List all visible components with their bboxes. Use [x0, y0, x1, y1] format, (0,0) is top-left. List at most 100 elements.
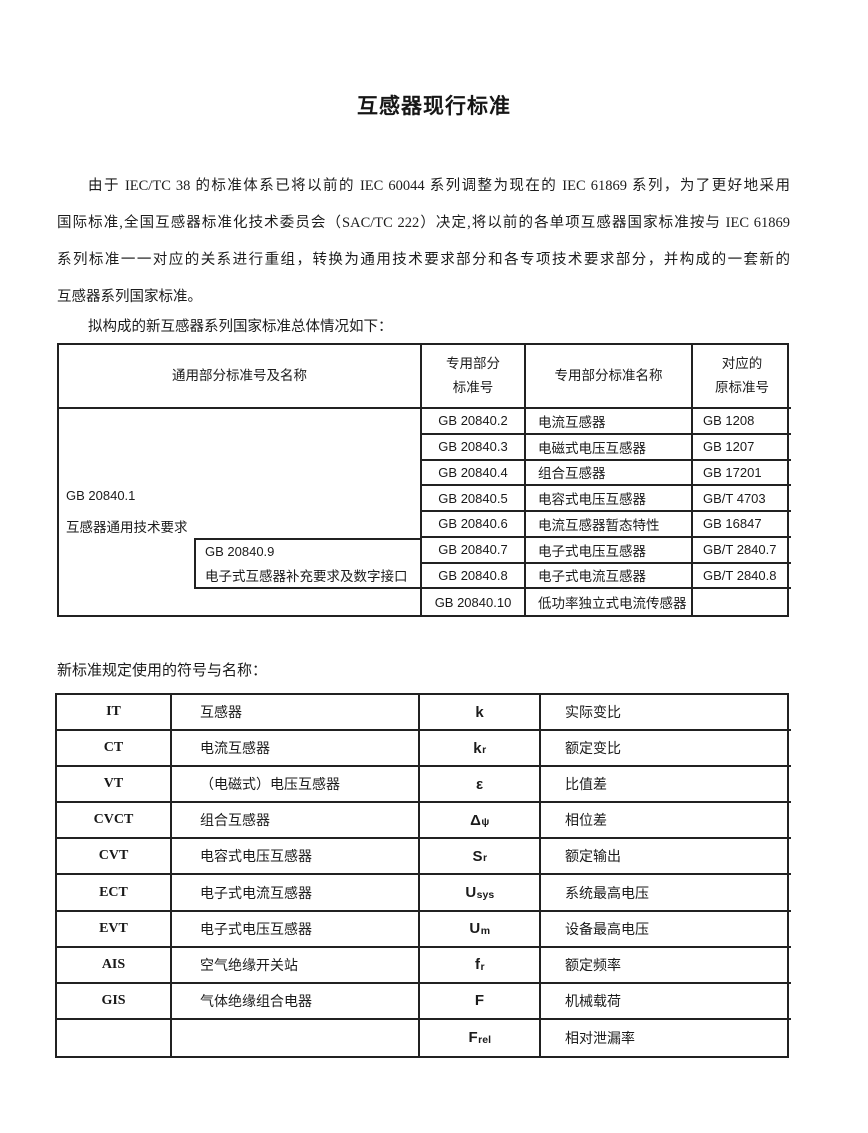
t2-row-7-symbol-base: f — [474, 956, 480, 974]
t2-row-5-meaning: 系统最高电压 — [541, 875, 791, 912]
t2-row-1-symbol-sub: r — [482, 744, 487, 757]
t2-row-3-abbr: CVCT — [57, 803, 172, 840]
t1-row-7-orig-no — [693, 589, 791, 615]
intro-line-2: 国际标准,全国互感器标准化技术委员会（SAC/TC 222）决定,将以前的各单项… — [57, 215, 790, 231]
t1-header-special-name: 专用部分标准名称 — [526, 345, 693, 409]
t2-row-7-name: 空气绝缘开关站 — [172, 947, 420, 984]
t2-row-8-symbol-base: F — [474, 992, 485, 1010]
t1-row-1-special-no: GB 20840.3 — [422, 434, 526, 461]
t2-row-0-abbr: IT — [57, 695, 172, 732]
t1-row-1-orig-no: GB 1207 — [693, 435, 791, 461]
t2-row-4-symbol-base: S — [472, 847, 483, 865]
t1-header-special-name-label: 专用部分标准名称 — [554, 368, 663, 383]
t1-row-3-special-name: 电容式电压互感器 — [526, 486, 693, 512]
t2-row-8-name: 气体绝缘组合电器 — [172, 983, 420, 1020]
t2-row-6-symbol-base: U — [469, 920, 481, 938]
t2-row-7-meaning: 额定频率 — [541, 948, 791, 984]
t1-header-orig-no-line2: 原标准号 — [715, 380, 769, 395]
t1-row-3-orig-no: GB/T 4703 — [693, 486, 791, 512]
t1-row-2-orig-no: GB 17201 — [693, 461, 791, 487]
t1-header-special-no-line1: 专用部分 — [446, 356, 500, 371]
t2-row-4-abbr: CVT — [57, 839, 172, 876]
standards-table: 通用部分标准号及名称 专用部分 标准号 专用部分标准名称 对应的 原标准号 GB… — [57, 343, 791, 617]
t1-row-7-special-name: 低功率独立式电流传感器 — [526, 589, 693, 615]
t2-row-4-meaning: 额定输出 — [541, 839, 791, 876]
t2-row-1-abbr: CT — [57, 731, 172, 768]
symbols-lead-in: 新标准规定使用的符号与名称： — [57, 663, 268, 679]
t2-row-9-abbr — [57, 1019, 172, 1056]
t1-row-5-orig-no: GB/T 2840.7 — [693, 538, 791, 564]
t2-row-7-abbr: AIS — [57, 947, 172, 984]
t2-row-1-meaning: 额定变比 — [541, 731, 791, 768]
t2-row-0-meaning: 实际变比 — [541, 695, 791, 732]
t2-row-3-name: 组合互感器 — [172, 803, 420, 840]
t1-row-6-orig-no: GB/T 2840.8 — [693, 564, 791, 590]
t2-row-9-meaning: 相对泄漏率 — [565, 1031, 635, 1047]
t1-nested-cell-number: GB 20840.9 — [205, 543, 275, 559]
t2-row-7-symbol-sub: r — [480, 960, 485, 973]
t1-header-general-label: 通用部分标准号及名称 — [172, 368, 307, 383]
t1-row-4-special-no: GB 20840.6 — [422, 512, 526, 538]
t1-nested-cell-name: 电子式互感器补充要求及数字接口 — [205, 568, 408, 584]
t1-general-cell-name: 互感器通用技术要求 — [66, 520, 188, 535]
t2-row-6-abbr: EVT — [57, 911, 172, 948]
t2-row-5-symbol-sub: sys — [476, 888, 495, 901]
t1-row-0-special-no: GB 20840.2 — [422, 409, 526, 435]
t2-row-6-meaning: 设备最高电压 — [541, 912, 791, 948]
t2-row-0-name: 互感器 — [172, 695, 420, 732]
t1-row-6-special-name: 电子式电流互感器 — [526, 563, 693, 590]
t2-row-4-name: 电容式电压互感器 — [172, 839, 420, 876]
intro-line-4: 互感器系列国家标准。 — [57, 289, 202, 305]
t2-row-2-abbr: VT — [57, 767, 172, 804]
t1-row-4-orig-no: GB 16847 — [693, 512, 791, 538]
intro-paragraph: 由于 IEC/TC 38 的标准体系已将以前的 IEC 60044 系列调整为现… — [57, 168, 790, 316]
t1-row-7-special-no: GB 20840.10 — [422, 589, 526, 615]
t2-row-3-symbol-sub: ψ — [481, 816, 490, 829]
t2-row-2-symbol: ε — [420, 767, 541, 804]
t2-row-4-symbol-sub: r — [482, 852, 488, 865]
t1-row-5-special-no: GB 20840.7 — [422, 537, 526, 564]
page-title: 互感器现行标准 — [357, 94, 511, 118]
t2-row-0-symbol-base: k — [475, 703, 484, 721]
t1-header-orig-no-line1: 对应的 — [721, 356, 763, 371]
t1-nested-cell: GB 20840.9 电子式互感器补充要求及数字接口 — [194, 537, 422, 590]
t1-general-cell: GB 20840.1 互感器通用技术要求 — [59, 409, 422, 615]
t1-row-6-special-no: GB 20840.8 — [422, 563, 526, 590]
t2-row-8-meaning: 机械载荷 — [541, 984, 791, 1020]
intro-line-1: 由于 IEC/TC 38 的标准体系已将以前的 IEC 60044 系列调整为现… — [88, 178, 790, 194]
t2-row-9-symbol-base: F — [468, 1029, 478, 1047]
t2-row-1-symbol-base: k — [473, 739, 482, 757]
t2-row-9-name — [172, 1019, 420, 1056]
t1-header-orig-no: 对应的 原标准号 — [693, 345, 791, 409]
t1-header-general: 通用部分标准号及名称 — [59, 345, 422, 409]
t2-row-1-name: 电流互感器 — [172, 731, 420, 768]
t1-row-3-special-no: GB 20840.5 — [422, 486, 526, 512]
t2-row-3-meaning: 相位差 — [541, 803, 791, 840]
t2-row-5-abbr: ECT — [57, 875, 172, 912]
t1-general-cell-number: GB 20840.1 — [66, 488, 136, 503]
t1-row-4-special-name: 电流互感器暂态特性 — [526, 512, 693, 538]
t2-row-5-symbol-base: U — [465, 884, 477, 902]
symbols-table: IT 互感器 k 实际变比 CT 电流互感器 k r 额定变比 VT （电磁式）电压互感器 ε 比值差 C… — [55, 693, 791, 1058]
t1-row-5-special-name: 电子式电压互感器 — [526, 537, 693, 564]
t2-row-8-symbol: F — [420, 983, 541, 1020]
t2-row-9-symbol-sub: rel — [478, 1033, 491, 1046]
t2-row-0-symbol: k — [420, 695, 541, 732]
t2-row-6-name: 电子式电压互感器 — [172, 911, 420, 948]
t1-row-0-special-name: 电流互感器 — [526, 409, 693, 435]
t2-row-5-name: 电子式电流互感器 — [172, 875, 420, 912]
t2-row-2-symbol-base: ε — [475, 775, 484, 793]
intro-line-3: 系列标准一一对应的关系进行重组，转换为通用技术要求部分和各专项技术要求部分，并构… — [57, 252, 790, 268]
t2-row-8-abbr: GIS — [57, 983, 172, 1020]
table1-lead-in: 拟构成的新互感器系列国家标准总体情况如下： — [88, 319, 393, 335]
t1-row-2-special-name: 组合互感器 — [526, 460, 693, 487]
t1-header-special-no-line2: 标准号 — [452, 380, 494, 395]
t1-header-special-no: 专用部分 标准号 — [422, 345, 526, 409]
t2-row-2-name: （电磁式）电压互感器 — [172, 767, 420, 804]
